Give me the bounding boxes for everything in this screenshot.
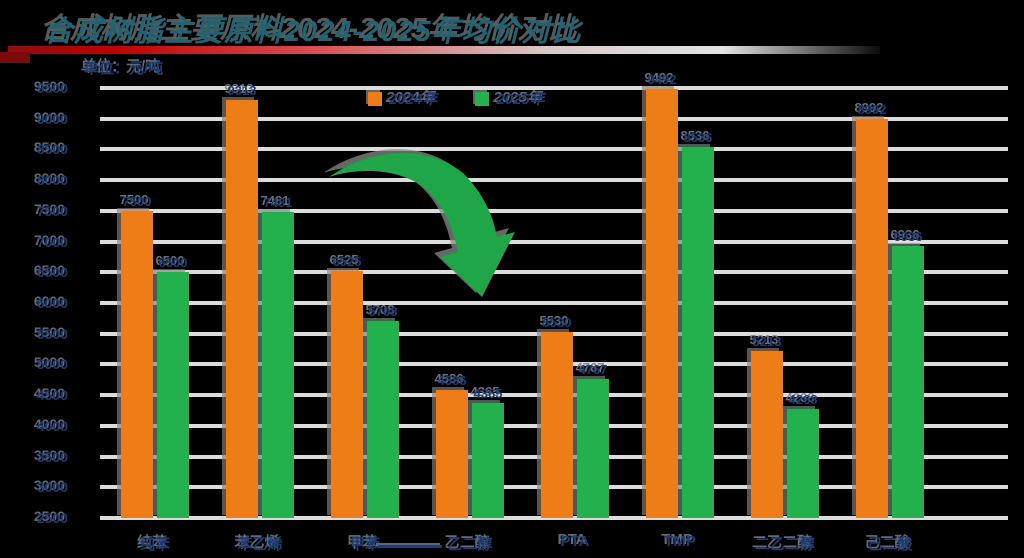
bar-value-label-2025年-PTA: 4767 bbox=[578, 361, 608, 377]
bar-2025年-TMP bbox=[682, 147, 714, 518]
gridline-7500 bbox=[100, 208, 1008, 213]
bar-2024年-苯乙烯 bbox=[226, 99, 258, 518]
legend-swatch-2024 bbox=[368, 91, 382, 106]
x-tick-label-甲苯: 甲苯 bbox=[349, 536, 381, 553]
y-tick-label-4500: 4500 bbox=[36, 387, 68, 404]
x-tick-label-PTA: PTA bbox=[560, 533, 590, 550]
legend-item-2024: 2024年 bbox=[368, 88, 437, 109]
bar-value-label-2025年-TMP: 8536 bbox=[683, 130, 713, 146]
x-axis-labels: 纯苯 苯乙烯 甲苯 乙二醇 PTA TMP 二乙二醇 己二酸 bbox=[0, 533, 1024, 555]
bar-2025年-苯乙烯 bbox=[262, 212, 294, 518]
gridline-8000 bbox=[100, 178, 1008, 183]
y-tick-label-9500: 9500 bbox=[36, 80, 68, 96]
y-tick-label-9000: 9000 bbox=[36, 110, 68, 127]
bar-2024年-乙二醇 bbox=[436, 389, 468, 518]
y-tick-label-7500: 7500 bbox=[36, 202, 68, 219]
legend-swatch-2025 bbox=[475, 91, 490, 106]
x-tick-label-二乙二醇: 二乙二醇 bbox=[754, 536, 816, 553]
x-tick-label-己二酸: 己二酸 bbox=[867, 536, 913, 553]
bar-2025年-二乙二醇 bbox=[787, 409, 819, 518]
x-tick-label-苯乙烯: 苯乙烯 bbox=[237, 536, 283, 553]
gridline-8500 bbox=[100, 147, 1008, 152]
bar-value-label-2024年-乙二醇: 4586 bbox=[437, 372, 467, 388]
gridline-9500 bbox=[100, 86, 1008, 90]
gridline-6500 bbox=[100, 270, 1008, 275]
bar-value-label-2025年-乙二醇: 4365 bbox=[473, 386, 503, 402]
legend-item-2025: 2025年 bbox=[475, 88, 545, 109]
y-tick-label-5000: 5000 bbox=[36, 356, 68, 373]
y-tick-label-5500: 5500 bbox=[36, 325, 68, 342]
legend-label-2025: 2025年 bbox=[496, 91, 545, 108]
bar-2025年-甲苯 bbox=[367, 320, 399, 518]
bar-2024年-二乙二醇 bbox=[751, 351, 783, 518]
bar-value-label-2025年-二乙二醇: 4268 bbox=[788, 392, 818, 408]
bar-value-label-2025年-甲苯: 5708 bbox=[368, 303, 398, 319]
bar-2024年-甲苯 bbox=[331, 270, 363, 518]
gridline-6000 bbox=[100, 301, 1008, 305]
x-tick-label-乙二醇: 乙二醇 bbox=[447, 536, 493, 553]
bar-2024年-纯苯 bbox=[121, 210, 153, 518]
bar-2024年-PTA bbox=[541, 331, 573, 518]
bar-value-label-2024年-二乙二醇: 5213 bbox=[752, 334, 782, 350]
gridline-7000 bbox=[100, 239, 1008, 244]
y-tick-label-3000: 3000 bbox=[36, 479, 68, 496]
x-axis-dash-artifact bbox=[378, 545, 442, 548]
y-tick-label-8500: 8500 bbox=[36, 141, 68, 158]
gridline-9000 bbox=[100, 116, 1008, 121]
y-tick-label-7000: 7000 bbox=[36, 233, 68, 250]
bar-2025年-纯苯 bbox=[157, 272, 189, 518]
bar-value-label-2024年-纯苯: 7500 bbox=[122, 193, 152, 209]
y-axis-labels: 9500 9000 8500 8000 7500 7000 6500 6000 5500 5000… bbox=[0, 80, 72, 526]
legend: 2024年 2025年 bbox=[368, 88, 545, 109]
bar-value-label-2025年-纯苯: 6500 bbox=[158, 255, 188, 271]
x-tick-label-纯苯: 纯苯 bbox=[139, 536, 171, 553]
bar-value-label-2024年-TMP: 9492 bbox=[647, 71, 677, 87]
bar-value-label-2024年-己二酸: 8992 bbox=[857, 102, 887, 118]
title-divider-bar bbox=[8, 46, 880, 54]
down-trend-arrow-icon bbox=[325, 149, 515, 297]
y-tick-label-3500: 3500 bbox=[36, 448, 68, 465]
gridline-2500 bbox=[100, 516, 1008, 520]
bar-value-label-2025年-苯乙烯: 7481 bbox=[263, 195, 293, 211]
bar-2025年-己二酸 bbox=[892, 245, 924, 518]
y-tick-label-4000: 4000 bbox=[36, 417, 68, 434]
legend-label-2024: 2024年 bbox=[389, 91, 438, 108]
title-divider-accent bbox=[0, 52, 30, 63]
x-tick-label-TMP: TMP bbox=[664, 533, 696, 550]
y-tick-label-8000: 8000 bbox=[36, 172, 68, 189]
bar-value-label-2024年-甲苯: 6525 bbox=[332, 253, 362, 269]
bar-2024年-己二酸 bbox=[856, 119, 888, 518]
bar-value-label-2025年-己二酸: 6936 bbox=[893, 228, 923, 244]
bar-2025年-乙二醇 bbox=[472, 403, 504, 518]
bar-value-label-2024年-苯乙烯: 9313 bbox=[227, 82, 257, 98]
y-tick-label-6500: 6500 bbox=[36, 264, 68, 281]
axis-unit-label: 单位：元/吨 bbox=[84, 60, 164, 77]
y-tick-label-2500: 2500 bbox=[36, 510, 68, 526]
bar-value-label-2024年-PTA: 5530 bbox=[542, 314, 572, 330]
plot-area: 7500 6500 9313 7481 6525 5708 4586 4365 5530 4767… bbox=[100, 72, 1008, 520]
bar-2024年-TMP bbox=[646, 88, 678, 518]
chart-title: 合成树脂主要原料2024-2025年均价对比 bbox=[44, 16, 582, 48]
bar-2025年-PTA bbox=[577, 378, 609, 518]
y-tick-label-6000: 6000 bbox=[36, 295, 68, 311]
down-trend-arrow-body bbox=[329, 153, 515, 297]
